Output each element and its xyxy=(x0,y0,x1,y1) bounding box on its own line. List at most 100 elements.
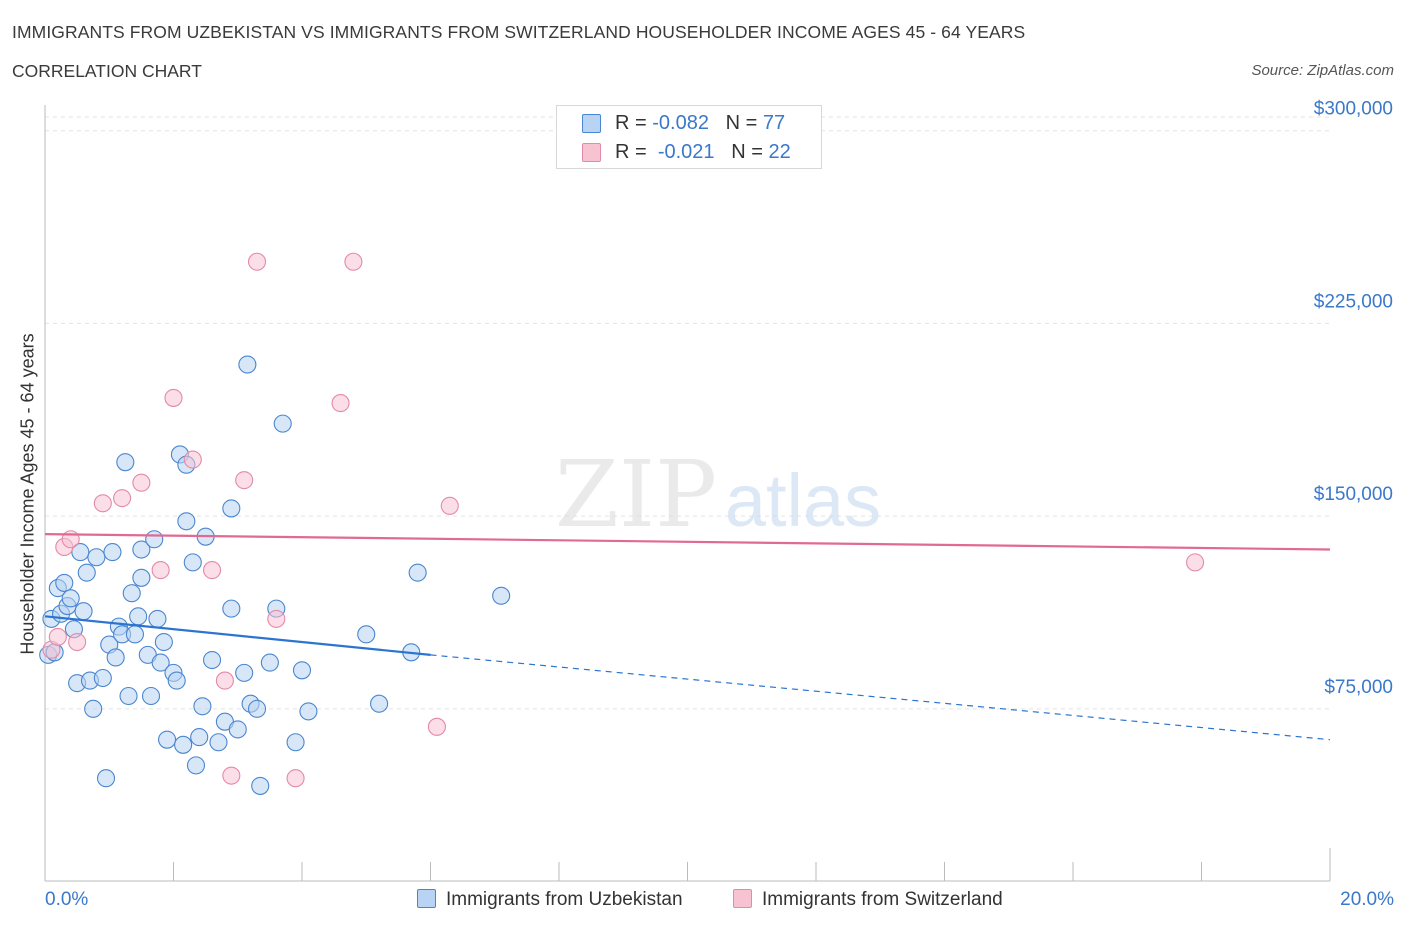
point-uzbekistan xyxy=(103,543,122,562)
point-switzerland xyxy=(344,252,363,271)
point-switzerland xyxy=(93,494,112,513)
point-uzbekistan xyxy=(154,632,173,652)
bottom-legend-switzerland: Immigrants from Switzerland xyxy=(733,889,1003,911)
y-tick-label: $150,000 xyxy=(1314,484,1393,505)
point-uzbekistan xyxy=(235,663,254,682)
point-switzerland xyxy=(215,671,234,690)
point-uzbekistan xyxy=(260,653,279,672)
legend-n-label: N = xyxy=(731,141,763,163)
point-switzerland xyxy=(247,252,267,271)
legend-n-value: 77 xyxy=(762,112,786,134)
point-uzbekistan xyxy=(87,548,106,567)
point-uzbekistan xyxy=(158,730,177,749)
point-uzbekistan xyxy=(61,589,80,608)
point-uzbekistan xyxy=(273,414,292,433)
point-uzbekistan xyxy=(183,553,202,572)
point-uzbekistan xyxy=(167,671,186,690)
source-label: Source: ZipAtlas.com xyxy=(1251,62,1394,79)
trend-line-uzbekistan xyxy=(44,615,431,656)
point-uzbekistan xyxy=(222,499,241,518)
point-switzerland xyxy=(113,489,132,508)
point-uzbekistan xyxy=(151,653,170,672)
bottom-legend-uzbekistan: Immigrants from Uzbekistan xyxy=(417,889,683,911)
point-switzerland xyxy=(164,388,183,407)
point-uzbekistan xyxy=(93,668,112,688)
bottom-legend-swatch-switzerland xyxy=(733,889,752,908)
x-tick-label-max: 20.0% xyxy=(1340,889,1394,910)
point-uzbekistan xyxy=(186,756,206,775)
bottom-legend-swatch-uzbekistan xyxy=(417,889,436,908)
point-switzerland xyxy=(267,609,286,628)
legend-swatch-uzbekistan xyxy=(582,114,601,133)
point-uzbekistan xyxy=(408,563,427,582)
point-uzbekistan xyxy=(174,735,193,754)
point-uzbekistan xyxy=(106,648,125,667)
point-uzbekistan xyxy=(116,453,135,472)
point-uzbekistan xyxy=(96,769,116,788)
point-uzbekistan xyxy=(132,540,151,559)
bottom-legend-label-uzbekistan: Immigrants from Uzbekistan xyxy=(446,889,683,910)
watermark-atlas: atlas xyxy=(725,459,881,542)
point-uzbekistan xyxy=(222,599,241,618)
point-switzerland xyxy=(132,473,151,492)
x-tick-label-min: 0.0% xyxy=(45,889,89,910)
legend-r-label: R = xyxy=(615,112,647,134)
point-uzbekistan xyxy=(370,694,389,713)
trend-line-switzerland xyxy=(44,533,1331,551)
legend-text-uzbekistan: R = -0.082 N = 77 xyxy=(615,112,785,135)
trend-line-uzbekistan-extension xyxy=(430,654,1331,741)
legend-r-label: R = xyxy=(615,141,647,163)
point-uzbekistan xyxy=(492,586,511,605)
point-switzerland xyxy=(235,471,254,490)
point-uzbekistan xyxy=(122,584,141,603)
point-uzbekistan xyxy=(84,699,103,718)
legend-swatch-switzerland xyxy=(582,143,601,162)
point-uzbekistan xyxy=(71,543,90,562)
point-switzerland xyxy=(331,394,350,413)
y-tick-label: $225,000 xyxy=(1314,291,1393,312)
point-uzbekistan xyxy=(247,699,267,718)
chart-subtitle: CORRELATION CHART xyxy=(12,61,202,81)
point-uzbekistan xyxy=(238,355,257,374)
watermark-zip: ZIP xyxy=(555,441,717,548)
chart-title: IMMIGRANTS FROM UZBEKISTAN VS IMMIGRANTS… xyxy=(12,22,1026,42)
point-switzerland xyxy=(151,561,170,580)
legend-r-value: -0.021 xyxy=(657,141,715,163)
y-tick-label: $300,000 xyxy=(1314,99,1393,120)
legend-n-value: 22 xyxy=(768,141,791,163)
point-switzerland xyxy=(286,769,305,788)
point-switzerland xyxy=(183,450,202,469)
point-switzerland xyxy=(440,496,459,515)
point-uzbekistan xyxy=(251,776,270,795)
point-uzbekistan xyxy=(74,602,93,621)
point-uzbekistan xyxy=(190,728,209,747)
point-uzbekistan xyxy=(286,733,305,752)
point-uzbekistan xyxy=(292,661,312,680)
point-switzerland xyxy=(427,717,446,736)
point-uzbekistan xyxy=(228,720,247,739)
legend-n-label: N = xyxy=(725,112,758,134)
point-uzbekistan xyxy=(193,697,212,716)
correlation-legend: R = -0.082 N = 77 R = -0.021 N = 22 xyxy=(556,105,822,169)
bottom-legend-label-switzerland: Immigrants from Switzerland xyxy=(762,889,1003,910)
point-switzerland xyxy=(1186,553,1205,572)
legend-text-switzerland: R = -0.021 N = 22 xyxy=(615,141,791,164)
point-uzbekistan xyxy=(55,573,74,592)
point-switzerland xyxy=(222,766,241,785)
point-uzbekistan xyxy=(203,650,222,670)
point-uzbekistan xyxy=(129,607,148,626)
point-uzbekistan xyxy=(141,686,161,706)
point-uzbekistan xyxy=(125,625,144,644)
point-switzerland xyxy=(48,627,67,646)
point-uzbekistan xyxy=(209,733,228,752)
point-uzbekistan xyxy=(77,563,96,582)
point-uzbekistan xyxy=(132,568,151,587)
point-uzbekistan xyxy=(357,625,376,644)
legend-r-value: -0.082 xyxy=(652,112,709,134)
point-uzbekistan xyxy=(148,609,167,628)
point-switzerland xyxy=(203,561,222,580)
point-uzbekistan xyxy=(299,702,318,721)
point-switzerland xyxy=(68,632,87,652)
point-uzbekistan xyxy=(177,512,196,531)
point-uzbekistan xyxy=(119,686,138,706)
